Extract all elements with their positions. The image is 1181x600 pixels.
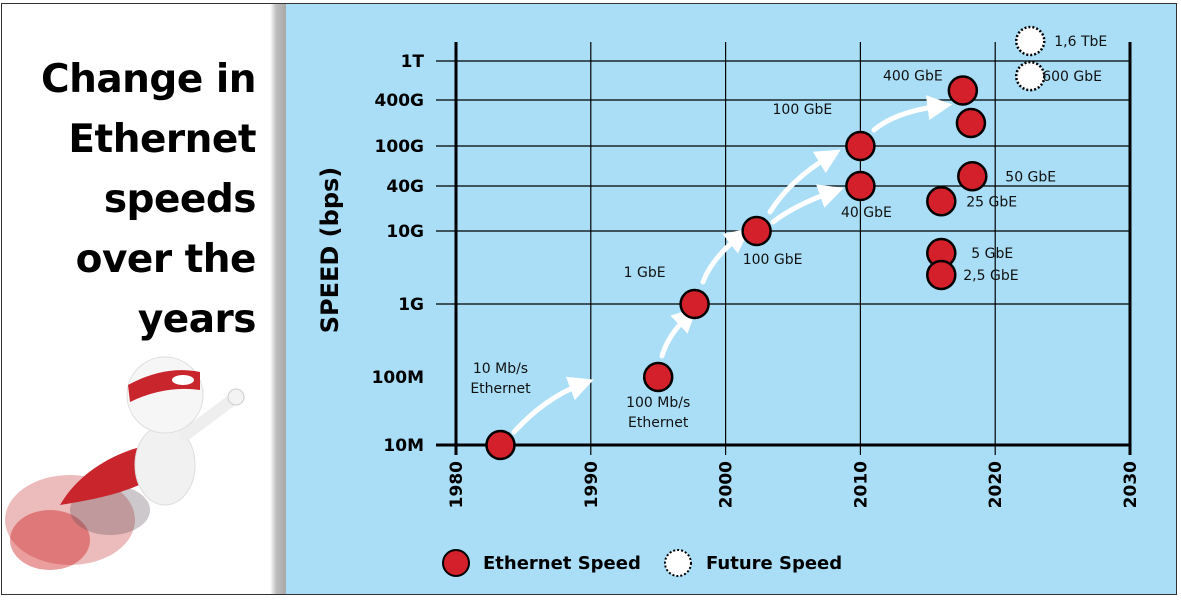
point-label: 600 GbE [1042,69,1102,85]
legend-marker-ethernet [442,549,470,577]
trend-arrow [767,149,841,215]
point-label: 25 GbE [966,194,1017,210]
future-speed-point [1014,25,1046,57]
chart-panel [286,4,1176,594]
y-tick-label: 1T [401,52,425,72]
point-label: 100 Mb/s Ethernet [626,395,690,431]
point-label: 5 GbE [971,246,1013,262]
point-label: 2,5 GbE [963,268,1018,284]
cape [60,445,150,505]
point-label: 10 Mb/s Ethernet [470,361,531,397]
point-label: 400 GbE [883,69,943,85]
ethernet-speed-point [955,107,987,139]
x-tick-label: 2020 [986,461,1006,508]
point-labels: 10 Mb/s Ethernet 100 Mb/s Ethernet 1 GbE 100 … [470,34,1107,431]
trend-arrow [511,376,594,435]
y-axis-label: SPEED (bps) [316,167,344,334]
trend-arrow [871,95,953,133]
data-points [485,25,1046,461]
ethernet-speed-point [957,161,988,192]
point-label: 1 GbE [624,265,666,281]
legend: Ethernet Speed Future Speed [442,549,842,577]
x-tick-label: 1980 [447,461,467,508]
tick-labels: 1980 1990 2000 2010 2020 2030 10M 100M 1G 10G 40G 1… [372,52,1141,508]
superhero-illustration [5,356,245,570]
future-speed-point [1014,60,1046,92]
point-label: 1,6 TbE [1054,34,1107,50]
y-tick-label: 40G [386,177,424,197]
trend-arrow [659,307,698,359]
panel-shadow [270,4,286,594]
ethernet-speed-point [947,75,979,106]
y-tick-label: 100M [372,368,424,388]
point-label: 100 GbE [773,102,833,118]
page-title: Change in Ethernet speeds over the years [40,57,257,342]
point-label: 50 GbE [1005,169,1056,185]
figure-frame [1,3,1177,595]
y-tick-label: 100G [375,137,424,157]
y-tick-label: 400G [375,91,424,111]
grid [436,42,1132,455]
title-panel [2,4,272,594]
legend-marker-future [664,549,692,577]
ethernet-speed-point [642,361,674,393]
x-tick-label: 2030 [1121,461,1141,508]
x-tick-label: 1990 [582,461,602,508]
x-tick-label: 2010 [851,461,871,508]
point-label: 100 GbE [743,252,803,268]
ethernet-speed-point [926,259,957,291]
point-label: 40 GbE [841,205,892,221]
arrows [511,95,953,435]
dust-particles [5,475,150,570]
ethernet-speed-point [485,429,516,461]
ethernet-speed-point [741,215,772,247]
trend-arrow [770,184,844,225]
ethernet-speed-point [845,130,876,162]
legend-label-future: Future Speed [706,553,842,574]
ethernet-speed-point [679,288,710,320]
fist [227,388,245,406]
trend-arrow [700,228,750,285]
y-tick-label: 1G [398,295,424,315]
y-tick-label: 10M [383,436,424,456]
ethernet-speed-point [845,170,876,202]
arm [179,392,241,441]
x-tick-label: 2000 [717,461,737,508]
ethernet-speed-point [926,186,957,217]
y-tick-label: 10G [386,222,424,242]
legend-label-ethernet: Ethernet Speed [483,553,641,574]
